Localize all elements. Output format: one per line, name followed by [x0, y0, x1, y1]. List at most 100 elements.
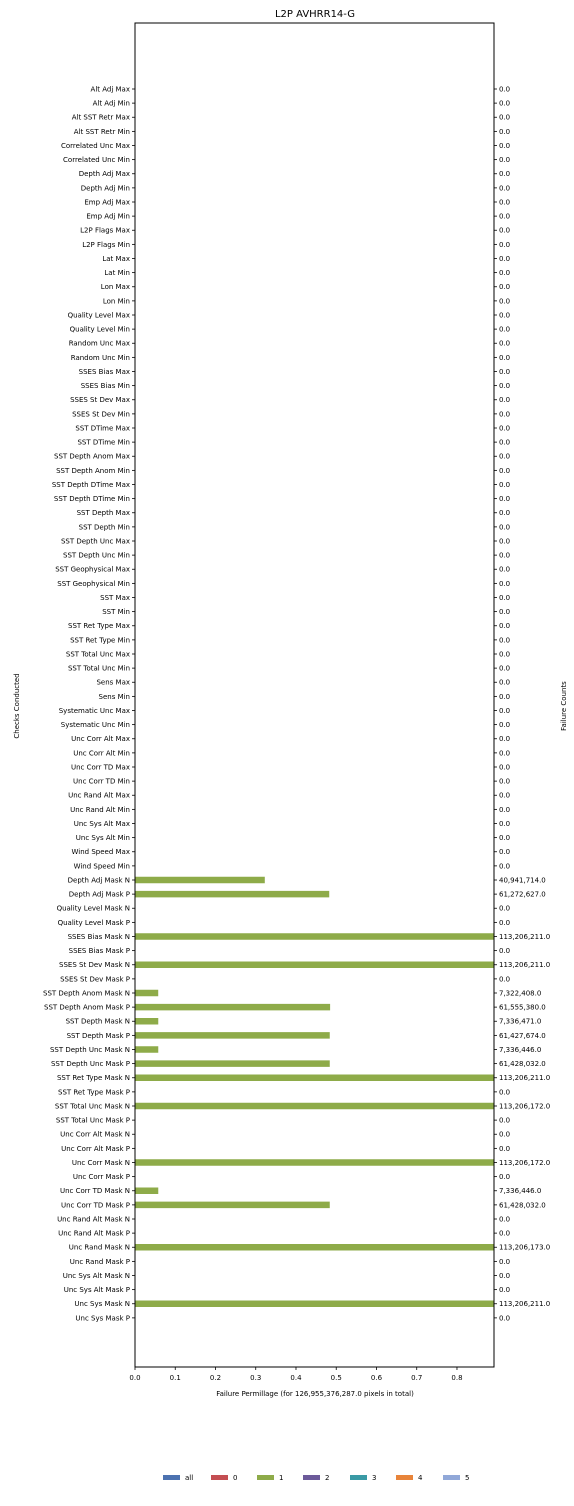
category-label: Unc Corr Mask N [72, 1159, 130, 1167]
category-label: Depth Adj Mask P [69, 891, 130, 899]
count-label: 61,427,674.0 [499, 1032, 546, 1040]
count-label: 0.0 [499, 735, 510, 743]
count-label: 0.0 [499, 255, 510, 263]
y-axis-label: Checks Conducted [13, 673, 21, 738]
category-labels: Alt Adj Max Alt Adj Min Alt SST Retr Max Al… [43, 85, 135, 1322]
count-label: 0.0 [499, 100, 510, 108]
category-label: Emp Adj Min [86, 213, 130, 221]
category-label: Lat Max [102, 255, 130, 263]
category-label: SST Depth Unc Mask P [51, 1060, 130, 1068]
legend-swatch [303, 1475, 320, 1480]
count-label: 0.0 [499, 241, 510, 249]
count-label: 0.0 [499, 792, 510, 800]
bar [135, 876, 265, 884]
category-label: Quality Level Min [70, 326, 130, 334]
count-label: 0.0 [499, 198, 510, 206]
category-label: SST Depth Anom Min [56, 467, 130, 475]
category-label: Unc Corr Alt Mask P [61, 1145, 130, 1153]
count-label: 0.0 [499, 1173, 510, 1181]
count-label: 0.0 [499, 481, 510, 489]
x-tick-label: 0.1 [170, 1374, 181, 1382]
count-label: 0.0 [499, 537, 510, 545]
category-label: SSES St Dev Min [72, 410, 130, 418]
count-label: 113,206,211.0 [499, 1300, 550, 1308]
count-label: 0.0 [499, 114, 510, 122]
bar [135, 1159, 494, 1166]
legend-swatch [350, 1475, 367, 1480]
legend-label: 5 [465, 1474, 469, 1482]
category-label: SSES Bias Min [81, 382, 130, 390]
count-label: 61,428,032.0 [499, 1060, 546, 1068]
category-label: SST Total Unc Mask N [55, 1102, 130, 1110]
category-label: SST Depth Anom Mask P [44, 1004, 130, 1012]
count-label: 0.0 [499, 1286, 510, 1294]
category-label: SSES St Dev Mask N [59, 961, 130, 969]
count-label: 0.0 [499, 283, 510, 291]
count-label: 0.0 [499, 679, 510, 687]
legend-swatch [211, 1475, 228, 1480]
category-label: Quality Level Max [68, 311, 130, 319]
category-label: Unc Sys Alt Max [74, 820, 130, 828]
count-label: 61,272,627.0 [499, 891, 546, 899]
count-label: 113,206,211.0 [499, 933, 550, 941]
bar [135, 1003, 331, 1011]
bar [135, 1032, 330, 1039]
count-label: 0.0 [499, 580, 510, 588]
count-label: 0.0 [499, 693, 510, 701]
category-label: Depth Adj Min [81, 184, 130, 192]
category-label: Correlated Unc Min [63, 156, 130, 164]
x-axis-ticks: 0.0 0.1 0.2 0.3 0.4 0.5 0.6 0.7 0.8 [129, 1367, 463, 1382]
category-label: Alt Adj Max [91, 85, 130, 93]
legend-swatch [257, 1475, 274, 1480]
x-tick-label: 0.8 [451, 1374, 462, 1382]
count-label: 0.0 [499, 820, 510, 828]
count-label: 61,428,032.0 [499, 1201, 546, 1209]
count-label: 0.0 [499, 424, 510, 432]
count-label: 0.0 [499, 707, 510, 715]
category-label: SST Depth Unc Min [63, 552, 130, 560]
count-label: 0.0 [499, 1088, 510, 1096]
count-label: 0.0 [499, 467, 510, 475]
count-label: 0.0 [499, 184, 510, 192]
category-label: SSES St Dev Mask P [60, 975, 130, 983]
count-label: 0.0 [499, 1215, 510, 1223]
category-label: SST Max [100, 594, 130, 602]
count-label: 113,206,173.0 [499, 1244, 550, 1252]
plot-frame [134, 22, 495, 1368]
count-label: 0.0 [499, 1258, 510, 1266]
y-axis-label-right: Failure Counts [560, 681, 568, 731]
count-label: 0.0 [499, 834, 510, 842]
count-label: 0.0 [499, 763, 510, 771]
count-label: 113,206,172.0 [499, 1102, 550, 1110]
x-axis-label: Failure Permillage (for 126,955,376,287.… [216, 1390, 414, 1398]
count-label: 0.0 [499, 156, 510, 164]
category-label: SST DTime Min [77, 439, 130, 447]
count-label: 0.0 [499, 269, 510, 277]
category-label: Systematic Unc Min [61, 721, 130, 729]
count-label: 0.0 [499, 622, 510, 630]
bar [135, 1102, 494, 1110]
bar [135, 933, 494, 940]
count-label: 0.0 [499, 326, 510, 334]
count-label: 0.0 [499, 213, 510, 221]
legend-label: 1 [279, 1474, 283, 1482]
legend-label: 3 [372, 1474, 376, 1482]
count-label: 0.0 [499, 1145, 510, 1153]
category-label: SST Min [102, 608, 130, 616]
count-label: 7,336,446.0 [499, 1187, 541, 1195]
bar [135, 1046, 159, 1053]
count-label: 0.0 [499, 1314, 510, 1322]
count-label: 0.0 [499, 396, 510, 404]
category-label: Alt Adj Min [93, 100, 130, 108]
category-label: Unc Corr Alt Max [71, 735, 130, 743]
category-label: SSES Bias Max [79, 368, 130, 376]
category-label: Wind Speed Min [74, 862, 130, 870]
bar [135, 1300, 494, 1307]
category-label: Sens Min [99, 693, 130, 701]
count-label: 0.0 [499, 382, 510, 390]
category-label: Unc Rand Alt Mask P [58, 1230, 130, 1238]
category-label: Random Unc Min [71, 354, 130, 362]
x-tick-label: 0.7 [411, 1374, 422, 1382]
category-label: Unc Rand Mask N [69, 1244, 130, 1252]
